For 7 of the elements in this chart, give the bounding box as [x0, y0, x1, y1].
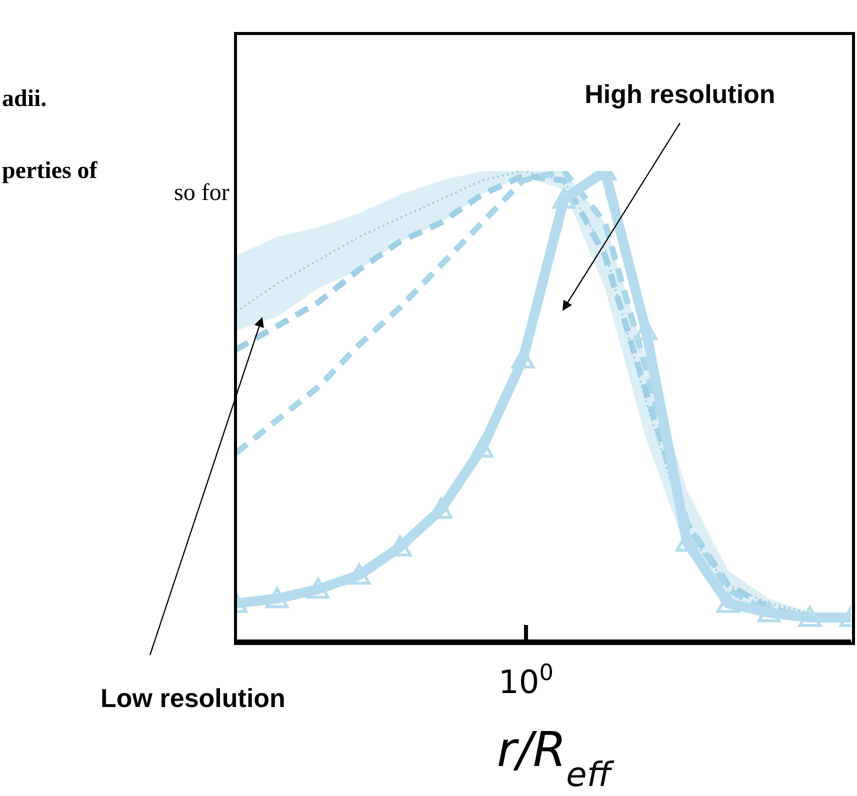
- text: 10$^{0}$: [498, 660, 554, 701]
- text: adii.: [2, 86, 47, 112]
- text: so for: [174, 180, 230, 206]
- text: Low resolution: [100, 683, 286, 713]
- x-axis-title: r/R$_{eff}$: [496, 722, 615, 794]
- text: High resolution: [584, 79, 776, 109]
- text: perties of: [2, 158, 98, 184]
